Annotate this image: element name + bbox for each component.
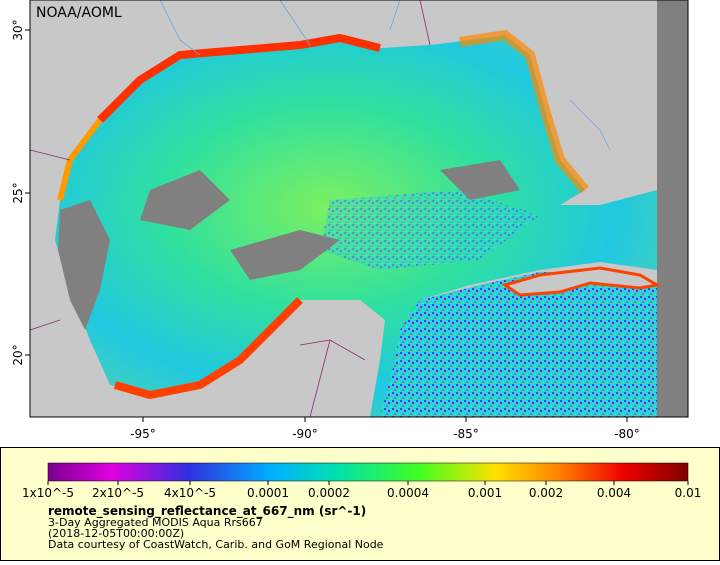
colorbar-label: 0.01 <box>675 486 702 500</box>
no-data <box>440 160 520 200</box>
colorbar-label: 2x10^-5 <box>92 486 144 500</box>
colorbar-label: 0.0004 <box>387 486 429 500</box>
ocean-west-noise <box>320 190 540 270</box>
map-label: NOAA/AOML <box>36 5 122 21</box>
colorbar-label: 0.0002 <box>308 486 350 500</box>
colorbar-label: 0.0001 <box>247 486 289 500</box>
no-data <box>140 170 230 230</box>
x-tick-label: -85° <box>453 427 479 441</box>
legend-line: Data courtesy of CoastWatch, Carib. and … <box>48 538 384 551</box>
colorbar-label: 0.001 <box>468 486 502 500</box>
no-data <box>230 230 340 280</box>
coastal-turbid <box>97 34 381 123</box>
x-tick-label: -90° <box>292 427 318 441</box>
y-tick-label: 30° <box>11 19 25 40</box>
ocean-south <box>380 272 657 417</box>
no-data <box>58 200 110 330</box>
y-tick-label: 20° <box>11 344 25 365</box>
no-data <box>657 0 688 417</box>
borders <box>29 0 431 418</box>
map-frame <box>29 0 689 418</box>
colorbar-label: 0.004 <box>597 486 631 500</box>
colorbar-label: 4x10^-5 <box>164 486 216 500</box>
coastal-turbid <box>459 29 589 194</box>
legend-line: (2018-12-05T00:00:00Z) <box>48 527 184 540</box>
colorbar <box>47 462 689 482</box>
x-tick-label: -95° <box>130 427 156 441</box>
variable-name: remote_sensing_reflectance_at_667_nm (sr… <box>48 504 366 519</box>
colorbar-label: 0.002 <box>529 486 563 500</box>
legend-line: 3-Day Aggregated MODIS Aqua Rrs667 <box>48 516 263 529</box>
colorbar-label: 1x10^-5 <box>22 486 74 500</box>
y-tick-label: 25° <box>11 182 25 203</box>
rivers <box>159 0 611 151</box>
x-tick-label: -80° <box>614 427 640 441</box>
cuba <box>501 266 662 297</box>
coastal-turbid <box>113 297 303 399</box>
